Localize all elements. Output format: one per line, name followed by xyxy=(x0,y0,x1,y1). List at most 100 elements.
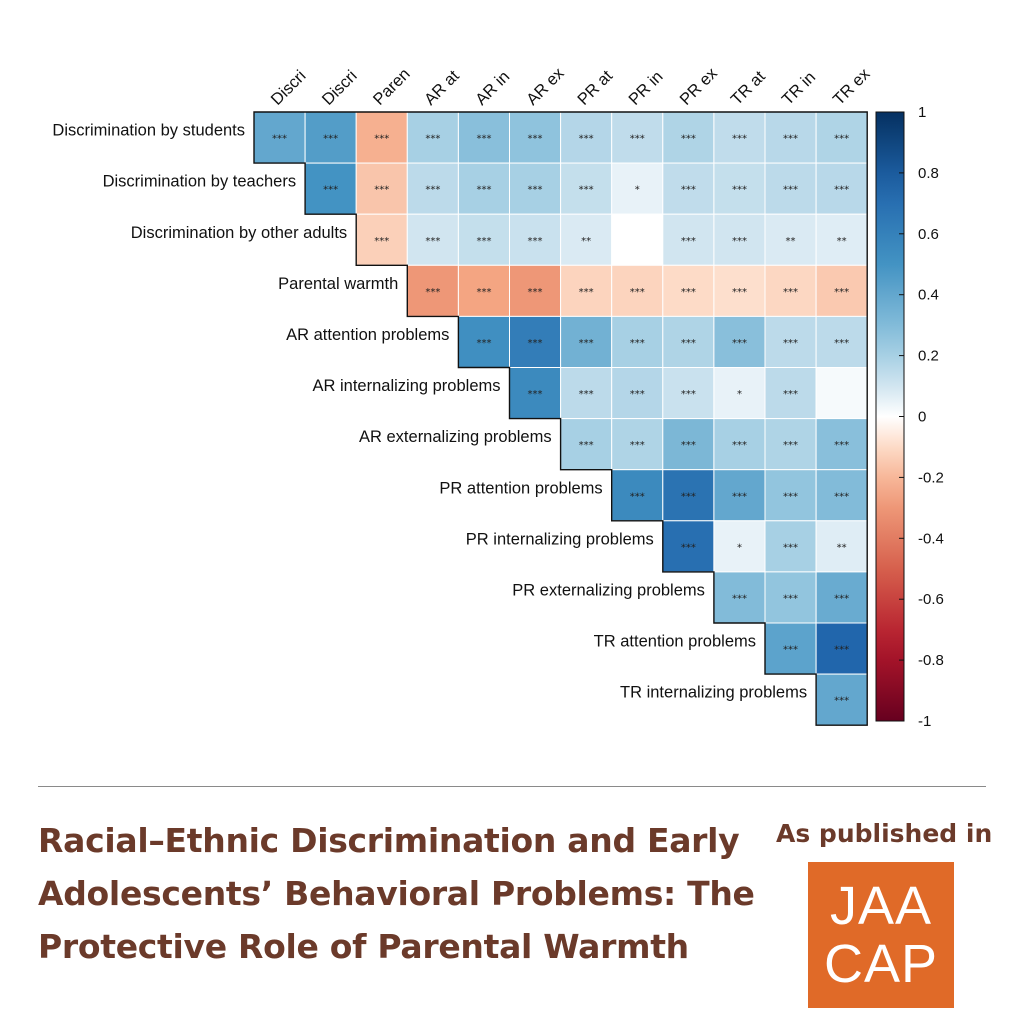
significance-mark: *** xyxy=(528,338,543,349)
column-label: Discri xyxy=(268,67,310,109)
heatmap-cell xyxy=(611,111,664,164)
heatmap-cell xyxy=(815,571,868,624)
significance-mark: *** xyxy=(834,134,849,145)
column-label: AR at xyxy=(421,67,463,109)
significance-mark: *** xyxy=(732,134,747,145)
heatmap-cell xyxy=(611,213,664,266)
row-label: Discrimination by other adults xyxy=(131,224,347,242)
significance-mark: *** xyxy=(732,287,747,298)
significance-mark: *** xyxy=(732,236,747,247)
significance-mark: *** xyxy=(476,236,491,247)
significance-mark: *** xyxy=(476,287,491,298)
significance-mark: *** xyxy=(783,287,798,298)
heatmap-cell xyxy=(764,571,817,624)
heatmap-cell xyxy=(713,111,766,164)
significance-mark: *** xyxy=(732,491,747,502)
column-label: Discri xyxy=(319,67,361,109)
significance-mark: * xyxy=(737,542,742,553)
significance-mark: *** xyxy=(374,236,389,247)
significance-mark: *** xyxy=(374,134,389,145)
colorbar-tick-label: -0.2 xyxy=(918,469,944,486)
significance-mark: *** xyxy=(579,185,594,196)
significance-mark: *** xyxy=(476,338,491,349)
column-label: TR in xyxy=(779,68,820,109)
significance-mark: *** xyxy=(783,389,798,400)
heatmap-cell xyxy=(713,367,766,420)
heatmap-cell xyxy=(611,315,664,368)
significance-mark: * xyxy=(635,185,640,196)
row-label: AR internalizing problems xyxy=(312,377,500,395)
significance-mark: *** xyxy=(783,593,798,604)
heatmap-cell xyxy=(764,520,817,573)
colorbar-tick-label: 0.6 xyxy=(918,226,939,243)
column-label: TR ex xyxy=(830,64,874,108)
colorbar-tick-label: 1 xyxy=(918,104,926,121)
column-label: TR at xyxy=(728,67,770,109)
published-in-label: As published in xyxy=(776,819,993,848)
matrix-outline xyxy=(253,111,868,726)
significance-mark: *** xyxy=(425,287,440,298)
heatmap-cell xyxy=(304,111,357,164)
colorbar-tick-label: 0 xyxy=(918,409,926,426)
significance-mark: *** xyxy=(681,440,696,451)
heatmap-cell xyxy=(764,264,817,317)
significance-mark: *** xyxy=(579,440,594,451)
significance-mark: *** xyxy=(272,134,287,145)
heatmap-cell xyxy=(764,162,817,215)
significance-mark: *** xyxy=(323,134,338,145)
heatmap-cell xyxy=(815,111,868,164)
significance-mark: *** xyxy=(834,287,849,298)
significance-mark: *** xyxy=(579,287,594,298)
colorbar-tick-label: -0.6 xyxy=(918,591,944,608)
heatmap-cell xyxy=(662,520,715,573)
heatmap-cell xyxy=(764,367,817,420)
heatmap-cell xyxy=(560,162,613,215)
heatmap-cell xyxy=(509,162,562,215)
heatmap-cell xyxy=(713,469,766,522)
heatmap-cell xyxy=(815,367,868,420)
heatmap-cell xyxy=(662,162,715,215)
colorbar-tick-label: -1 xyxy=(918,713,931,730)
logo-line-1: JAA xyxy=(829,876,933,936)
heatmap-cell xyxy=(355,162,408,215)
journal-logo: JAA CAP xyxy=(808,862,954,1008)
significance-mark: *** xyxy=(374,185,389,196)
significance-mark: *** xyxy=(681,185,696,196)
heatmap-cell xyxy=(815,622,868,675)
significance-mark: *** xyxy=(476,134,491,145)
significance-mark: *** xyxy=(630,287,645,298)
significance-mark: *** xyxy=(834,593,849,604)
significance-mark: *** xyxy=(630,134,645,145)
heatmap-cell xyxy=(662,315,715,368)
heatmap-cell xyxy=(509,213,562,266)
significance-mark: *** xyxy=(528,236,543,247)
heatmap-cell xyxy=(457,162,510,215)
heatmap-cell xyxy=(713,418,766,471)
significance-mark: *** xyxy=(732,185,747,196)
significance-mark: *** xyxy=(783,491,798,502)
column-label: AR ex xyxy=(523,64,568,109)
row-label: AR externalizing problems xyxy=(359,428,552,446)
significance-mark: *** xyxy=(834,645,849,656)
significance-mark: *** xyxy=(834,696,849,707)
significance-mark: *** xyxy=(681,287,696,298)
significance-mark: *** xyxy=(834,491,849,502)
significance-mark: *** xyxy=(783,542,798,553)
significance-mark: *** xyxy=(579,389,594,400)
heatmap-cell xyxy=(713,315,766,368)
significance-mark: *** xyxy=(630,338,645,349)
row-label: AR attention problems xyxy=(286,326,449,344)
heatmap-cell xyxy=(713,520,766,573)
heatmap-cell xyxy=(253,111,306,164)
colorbar-tick-label: 0.4 xyxy=(918,287,939,304)
significance-mark: *** xyxy=(579,134,594,145)
significance-mark: *** xyxy=(732,338,747,349)
significance-mark: *** xyxy=(834,185,849,196)
significance-mark: *** xyxy=(783,440,798,451)
significance-mark: *** xyxy=(528,287,543,298)
heatmap-cell xyxy=(815,162,868,215)
heatmap-cell xyxy=(611,264,664,317)
colorbar-tick-label: 0.2 xyxy=(918,348,939,365)
row-label: Parental warmth xyxy=(278,275,398,293)
heatmap-cell xyxy=(560,264,613,317)
